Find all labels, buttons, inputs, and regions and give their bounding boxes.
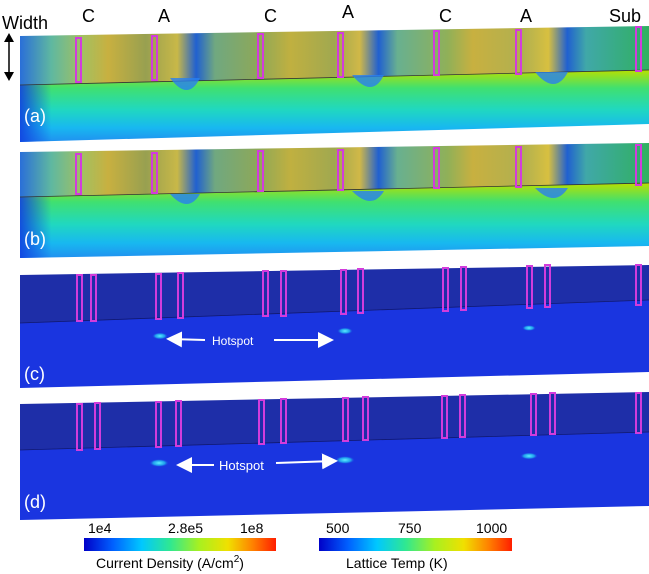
current-tick-mid: 2.8e5 bbox=[168, 520, 203, 536]
current-density-colorbar: 1e4 2.8e5 1e8 Current Density (A/cm2) bbox=[84, 520, 276, 571]
hotspot-label: Hotspot bbox=[219, 458, 264, 473]
terminal-label-a3: A bbox=[520, 6, 532, 26]
temp-tick-mid: 750 bbox=[398, 520, 422, 536]
hotspot-arrow-right bbox=[275, 453, 338, 470]
panel-d-contacts bbox=[76, 392, 642, 451]
current-tick-low: 1e4 bbox=[88, 520, 112, 536]
lattice-temp-colorbar: 500 750 1000 Lattice Temp (K) bbox=[319, 520, 512, 571]
panel-label-a: (a) bbox=[24, 106, 46, 126]
panel-d-top-surface bbox=[20, 392, 649, 450]
hotspot-marker bbox=[152, 332, 168, 340]
panel-d: Hotspot (d) bbox=[19, 392, 649, 520]
width-label: Width bbox=[2, 13, 48, 33]
terminal-label-c3: C bbox=[439, 6, 452, 26]
panel-c: Hotspot (c) bbox=[19, 264, 649, 388]
lattice-temp-title: Lattice Temp (K) bbox=[346, 555, 448, 571]
panel-d-side-face bbox=[20, 432, 649, 520]
panel-b-top-surface bbox=[20, 143, 649, 197]
current-density-title: Current Density (A/cm2) bbox=[96, 554, 244, 571]
terminal-label-c2: C bbox=[264, 6, 277, 26]
hotspot-label: Hotspot bbox=[212, 334, 254, 348]
hotspot-marker bbox=[520, 452, 538, 460]
hotspot-marker bbox=[149, 459, 169, 467]
current-tick-high: 1e8 bbox=[240, 520, 264, 536]
panel-label-b: (b) bbox=[24, 229, 46, 249]
panel-a-top-surface bbox=[20, 26, 649, 85]
panel-a-contacts bbox=[75, 26, 642, 83]
hotspot-marker bbox=[337, 327, 353, 335]
hotspot-marker bbox=[335, 456, 355, 464]
panel-a: (a) bbox=[19, 26, 649, 142]
temp-tick-low: 500 bbox=[326, 520, 350, 536]
temp-tick-high: 1000 bbox=[476, 520, 507, 536]
terminal-label-c1: C bbox=[82, 6, 95, 26]
hotspot-marker bbox=[522, 325, 536, 331]
panel-b: (b) bbox=[19, 143, 649, 258]
panel-c-side-face bbox=[20, 300, 649, 388]
panel-b-contacts bbox=[75, 144, 642, 195]
terminal-label-sub: Sub bbox=[609, 6, 641, 26]
panel-label-d: (d) bbox=[24, 492, 46, 512]
terminal-label-a1: A bbox=[158, 6, 170, 26]
terminal-label-a2: A bbox=[342, 2, 354, 22]
width-dimension-arrow bbox=[4, 33, 14, 81]
panel-c-contacts bbox=[76, 264, 642, 322]
panel-label-c: (c) bbox=[24, 364, 45, 384]
hotspot-arrow-left bbox=[166, 331, 206, 348]
